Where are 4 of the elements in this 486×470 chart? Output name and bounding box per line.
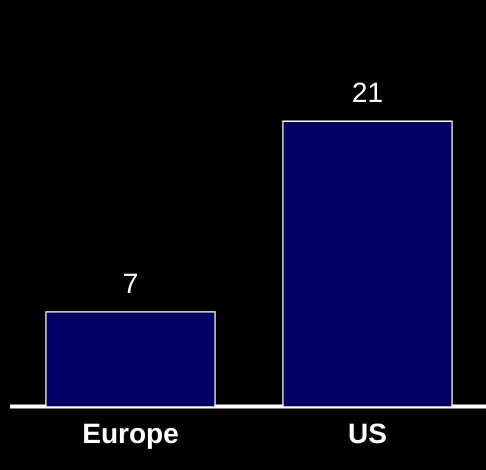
x-tick-label: US	[348, 418, 387, 449]
data-label: 21	[352, 77, 384, 108]
data-label: 7	[122, 268, 138, 299]
x-tick-label: Europe	[82, 418, 179, 449]
